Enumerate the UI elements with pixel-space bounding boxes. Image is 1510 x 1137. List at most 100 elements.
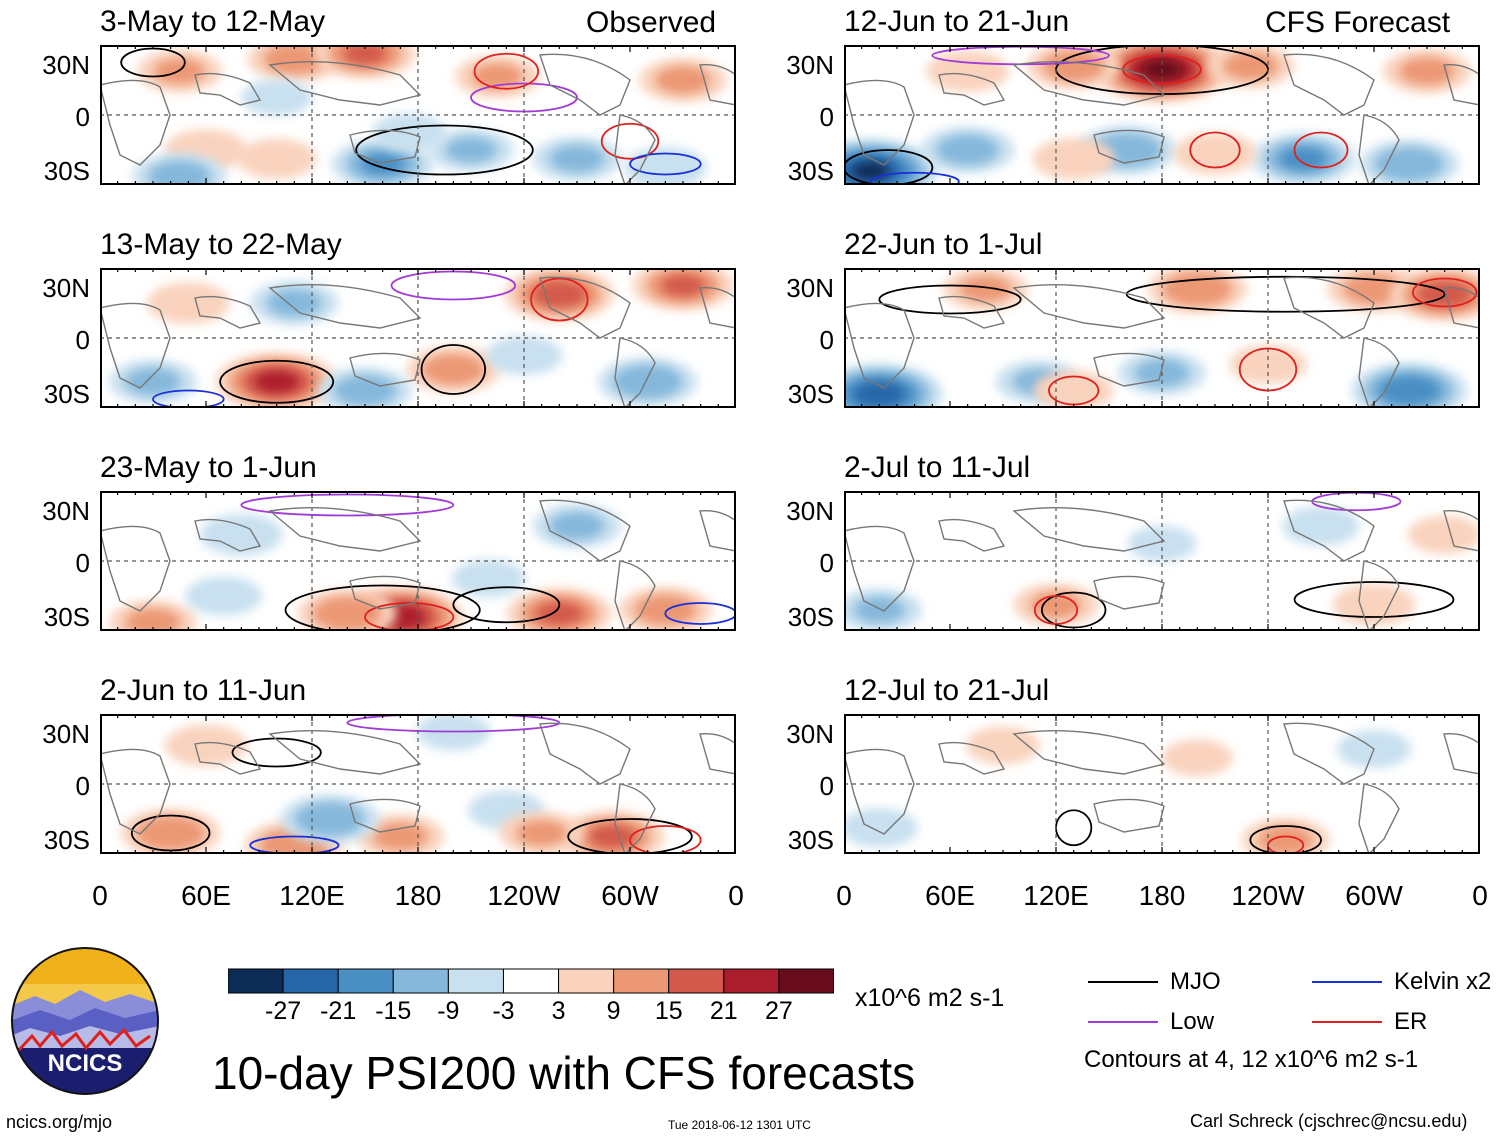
coastline <box>100 79 171 166</box>
lat-tick-label: 30S <box>43 825 90 855</box>
colorbar-swatch <box>723 968 780 994</box>
legend-label: Low <box>1170 1008 1215 1035</box>
forecast-header: CFS Forecast <box>1265 6 1451 39</box>
colorbar-swatch <box>228 968 284 994</box>
panel-title: 23-May to 1-Jun <box>100 451 317 484</box>
anomaly-blob <box>164 724 248 767</box>
contour-er <box>473 52 540 90</box>
legend-line <box>1088 981 1158 983</box>
anomaly-blob <box>125 368 181 396</box>
colorbar-tick-label: -9 <box>437 997 460 1025</box>
contour-er <box>1293 131 1349 169</box>
panel-title: 12-Jun to 21-Jun <box>844 5 1070 38</box>
colorbar-tick-label: -3 <box>492 997 515 1025</box>
map-panel <box>100 268 736 408</box>
lon-tick-label: 60W <box>601 880 659 911</box>
anomaly-blob <box>1173 132 1257 175</box>
anomaly-blob <box>236 138 317 179</box>
coastline <box>100 525 171 612</box>
contour-mjo <box>844 149 934 185</box>
anomaly-blob <box>926 50 1009 93</box>
anomaly-blob <box>1032 137 1115 180</box>
anomaly-blob <box>1258 826 1314 854</box>
contour-kelvin-x2 <box>869 171 960 185</box>
footer-timestamp: Tue 2018-06-12 1301 UTC <box>668 1118 811 1132</box>
observed-header: Observed <box>586 6 717 39</box>
units-label: x10^6 m2 s-1 <box>855 984 1005 1012</box>
anomaly-blob <box>1378 375 1441 406</box>
anomaly-blob <box>485 335 563 376</box>
map-panel <box>844 491 1480 631</box>
coastline <box>1443 64 1480 106</box>
coastline <box>349 798 421 833</box>
colorbar-swatch <box>778 968 834 994</box>
anomaly-blob <box>1407 515 1480 554</box>
coastline <box>539 722 631 785</box>
lon-tick-label: 0 <box>728 880 744 911</box>
coastline <box>194 295 262 329</box>
anomaly-blob <box>125 608 181 631</box>
contour-er <box>364 602 455 631</box>
legend-line <box>1312 1021 1382 1023</box>
contour-mjo <box>231 737 322 768</box>
lat-tick-label: 30N <box>786 719 834 749</box>
lat-tick-label: 30N <box>786 496 834 526</box>
colorbar-swatch <box>668 968 725 994</box>
contour-kelvin-x2 <box>664 602 736 625</box>
coastline <box>1283 53 1375 116</box>
lon-tick-label: 180 <box>1138 880 1186 911</box>
coastline <box>844 79 915 166</box>
lat-tick-label: 30S <box>787 825 834 855</box>
coastline <box>194 72 262 106</box>
lat-tick-label: 30S <box>787 379 834 409</box>
anomaly-blob <box>853 381 905 407</box>
colorbar-tick-label: -15 <box>375 997 412 1025</box>
lon-tick-label: 120W <box>1231 880 1305 911</box>
colorbar-tick-label: 21 <box>709 997 738 1025</box>
coastline <box>194 741 262 775</box>
lat-tick-label: 0 <box>819 548 834 578</box>
coastline <box>938 295 1006 329</box>
map-panel <box>844 268 1480 408</box>
anomaly-blob <box>471 63 524 90</box>
lat-tick-label: 0 <box>75 548 90 578</box>
anomaly-blob <box>1222 52 1278 80</box>
anomaly-blob <box>422 354 485 385</box>
coastline <box>349 352 421 387</box>
panel-title: 22-Jun to 1-Jul <box>844 228 1043 261</box>
coastline <box>539 276 631 339</box>
lon-tick-label: 0 <box>92 880 108 911</box>
colorbar-swatch <box>337 968 394 994</box>
anomaly-blob <box>959 276 1011 302</box>
map-panel <box>100 491 736 631</box>
coastline <box>699 510 736 552</box>
lon-tick-label: 120W <box>487 880 561 911</box>
anomaly-blob <box>254 371 299 393</box>
lat-tick-label: 30S <box>43 602 90 632</box>
lat-tick-label: 0 <box>75 771 90 801</box>
contour-mjo <box>452 586 561 624</box>
map-panel <box>844 45 1480 185</box>
colorbar-swatch <box>502 968 560 994</box>
anomaly-blob <box>263 45 326 75</box>
colorbar-tick-label: -21 <box>320 997 357 1025</box>
figure-title: 10-day PSI200 with CFS forecasts <box>212 1047 916 1099</box>
contour-er <box>600 122 660 160</box>
anomaly-blob <box>372 113 447 152</box>
colorbar-tick-label: 9 <box>606 997 621 1025</box>
coastline <box>1443 287 1480 329</box>
footer-url[interactable]: ncics.org/mjo <box>6 1112 113 1132</box>
anomaly-blob <box>241 79 313 116</box>
anomaly-blob <box>853 597 905 623</box>
lat-tick-label: 30N <box>786 50 834 80</box>
anomaly-blob <box>200 513 283 556</box>
anomaly-blob <box>936 134 999 166</box>
contour-mjo <box>420 344 487 395</box>
lon-tick-label: 120E <box>279 880 345 911</box>
panel-title: 13-May to 22-May <box>100 228 342 261</box>
lat-tick-label: 0 <box>819 325 834 355</box>
coastline <box>1012 729 1166 775</box>
anomaly-blob <box>445 137 497 163</box>
coastline <box>938 72 1006 106</box>
coastline <box>844 525 915 612</box>
